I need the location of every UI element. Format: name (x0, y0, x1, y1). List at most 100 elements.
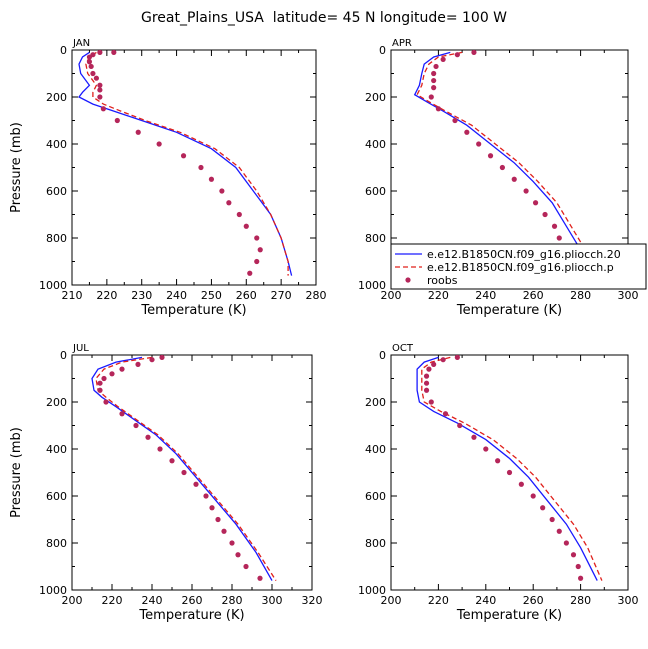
roobs-point (257, 247, 263, 253)
x-tick-label: 200 (381, 594, 402, 607)
roobs-point (563, 540, 569, 546)
roobs-point (221, 528, 227, 534)
roobs-point (109, 371, 115, 377)
roobs-point (97, 387, 103, 393)
roobs-point (149, 357, 155, 363)
y-tick-label: 400 (365, 443, 386, 456)
roobs-point (235, 552, 241, 558)
figure-title: Great_Plains_USA latitude= 45 N longitud… (141, 10, 507, 26)
legend-entry-label: roobs (427, 274, 458, 287)
roobs-point (169, 458, 175, 464)
x-axis-label: Temperature (K) (456, 608, 562, 623)
roobs-point (219, 188, 225, 194)
y-tick-label: 800 (46, 232, 67, 245)
x-axis-label: Temperature (K) (456, 303, 562, 318)
roobs-point (97, 50, 103, 55)
series-group (416, 355, 603, 581)
roobs-point (483, 446, 489, 452)
legend-swatch-dot (405, 277, 411, 283)
roobs-point (464, 129, 470, 135)
series-line-solid (78, 51, 293, 276)
roobs-point (454, 355, 460, 360)
x-tick-label: 300 (262, 594, 283, 607)
roobs-point (476, 141, 482, 147)
x-tick-label: 220 (428, 289, 449, 302)
y-tick-label: 0 (60, 349, 67, 362)
x-tick-label: 220 (102, 594, 123, 607)
roobs-point (157, 446, 163, 452)
roobs-point (428, 94, 434, 100)
roobs-point (101, 375, 107, 382)
x-tick-label: 260 (236, 289, 257, 302)
roobs-point (454, 52, 460, 58)
y-tick-label: 0 (379, 349, 386, 362)
legend-entry-label: e.e12.B1850CN.f09_g16.pliocch.p (427, 261, 614, 274)
x-tick-label: 240 (475, 594, 496, 607)
roobs-point (452, 117, 458, 124)
roobs-point (556, 528, 562, 534)
x-tick-label: 200 (381, 289, 402, 302)
roobs-point (97, 87, 103, 93)
roobs-point (229, 540, 235, 546)
roobs-point (86, 54, 93, 60)
roobs-point (556, 235, 562, 241)
roobs-point (423, 373, 430, 379)
series-line-dashed (421, 356, 603, 581)
x-tick-label: 280 (306, 289, 327, 302)
roobs-point (431, 361, 437, 367)
series-line-dashed (85, 51, 289, 276)
roobs-point (530, 493, 536, 499)
series-line-solid (91, 356, 273, 581)
roobs-point (542, 211, 548, 218)
roobs-point (209, 505, 215, 511)
series-line-dashed (416, 51, 598, 276)
roobs-point (257, 575, 263, 581)
roobs-point (254, 258, 260, 265)
roobs-point (97, 94, 103, 100)
roobs-point (119, 366, 125, 372)
roobs-point (111, 50, 117, 55)
x-tick-label: 220 (428, 594, 449, 607)
x-tick-label: 220 (96, 289, 117, 302)
roobs-point (100, 106, 106, 112)
x-tick-label: 280 (222, 594, 243, 607)
y-tick-label: 600 (365, 490, 386, 503)
roobs-point (499, 164, 505, 171)
x-tick-label: 260 (182, 594, 203, 607)
y-tick-label: 200 (46, 91, 67, 104)
x-tick-label: 240 (166, 289, 187, 302)
x-tick-label: 210 (62, 289, 83, 302)
roobs-point (518, 481, 524, 487)
roobs-point (114, 117, 120, 124)
panel-jan: JAN 210 220 230 240 250 260 270 280 0 200 400 600 800… (9, 38, 327, 318)
roobs-point (86, 59, 93, 65)
x-tick-label: 240 (142, 594, 163, 607)
roobs-point (226, 200, 232, 206)
x-tick-label: 260 (523, 594, 544, 607)
roobs-point (431, 70, 437, 77)
roobs-point (156, 141, 162, 147)
x-tick-label: 280 (570, 289, 591, 302)
roobs-point (135, 129, 141, 135)
y-tick-label: 800 (365, 232, 386, 245)
y-tick-label: 0 (379, 44, 386, 57)
legend: e.e12.B1850CN.f09_g16.pliocch.20e.e12.B1… (390, 243, 647, 290)
roobs-point (159, 355, 165, 360)
y-tick-label: 600 (365, 185, 386, 198)
y-tick-label: 400 (46, 443, 67, 456)
y-tick-label: 1000 (358, 279, 386, 292)
roobs-point (578, 575, 584, 581)
roobs-point (532, 200, 539, 206)
roobs-point (426, 366, 432, 372)
x-tick-label: 240 (475, 289, 496, 302)
panels: JAN 210 220 230 240 250 260 270 280 0 200 400 600 800… (9, 38, 639, 623)
series-group (78, 50, 293, 276)
roobs-point (440, 56, 446, 63)
roobs-point (471, 434, 477, 440)
series-group (413, 50, 598, 276)
x-tick-label: 250 (201, 289, 222, 302)
y-tick-label: 200 (365, 396, 386, 409)
y-axis-label: Pressure (mb) (9, 427, 24, 518)
roobs-point (495, 458, 501, 464)
